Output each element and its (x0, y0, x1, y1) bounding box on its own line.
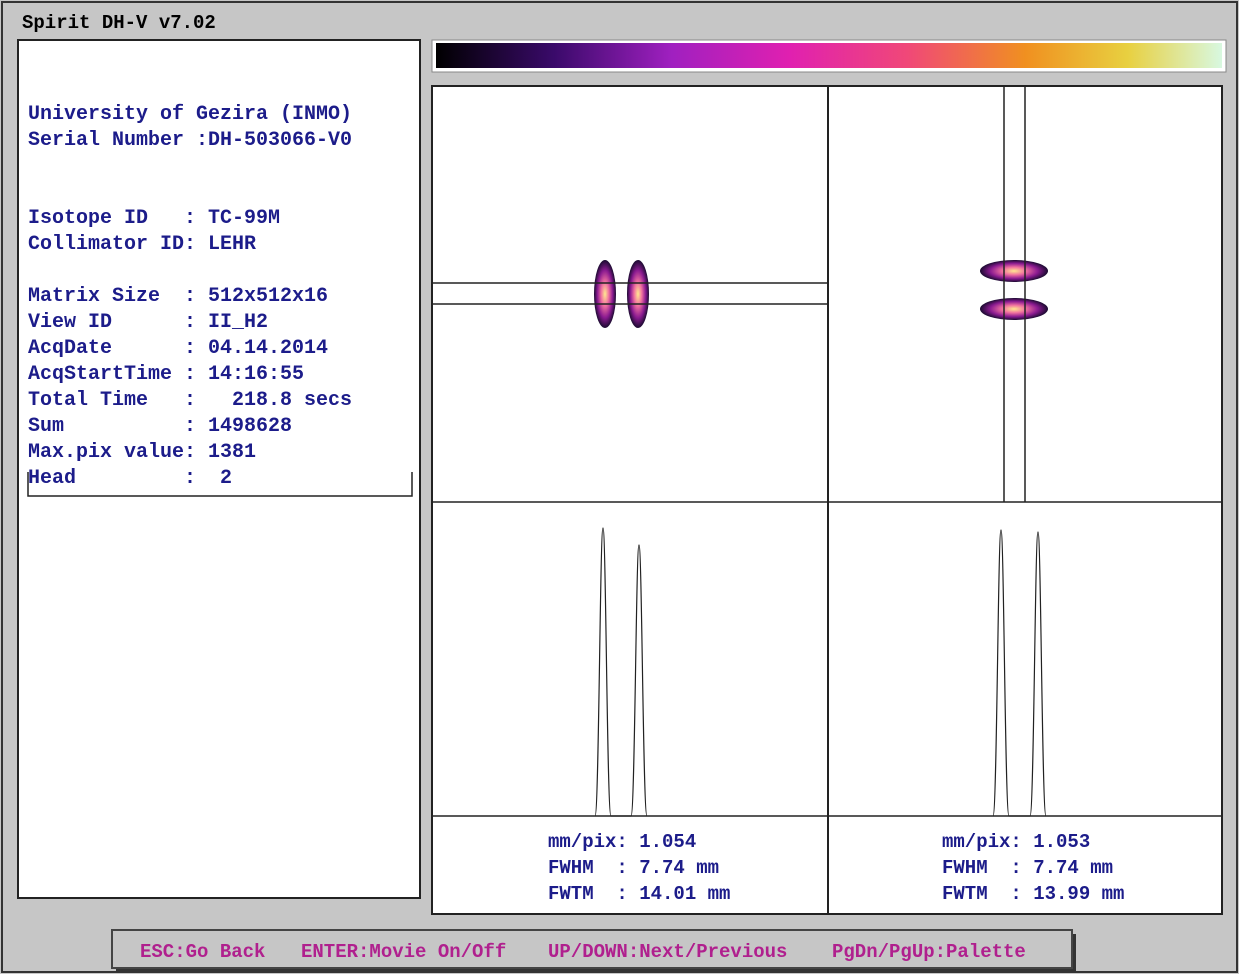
screen: Spirit DH-V v7.02 University of Gezira (… (0, 0, 1239, 974)
measurement: mm/pix: 1.053 (942, 831, 1090, 853)
info-line: University of Gezira (INMO) (28, 103, 352, 126)
info-line: Head : 2 (28, 467, 232, 490)
footer-command: ESC:Go Back (140, 941, 265, 963)
colorbar (436, 43, 1222, 68)
measurement: FWTM : 13.99 mm (942, 883, 1124, 905)
footer-command: ENTER:Movie On/Off (301, 941, 506, 963)
info-line: Collimator ID: LEHR (28, 233, 256, 256)
info-line: AcqDate : 04.14.2014 (28, 337, 328, 360)
info-line: Serial Number :DH-503066-V0 (28, 129, 352, 152)
footer-command: PgDn/PgUp:Palette (832, 941, 1026, 963)
info-line: Sum : 1498628 (28, 415, 292, 438)
measurement: FWTM : 14.01 mm (548, 883, 730, 905)
measurement: FWHM : 7.74 mm (942, 857, 1113, 879)
footer-command: UP/DOWN:Next/Previous (548, 941, 787, 963)
info-line: Isotope ID : TC-99M (28, 207, 280, 230)
measurement: mm/pix: 1.054 (548, 831, 696, 853)
window-title: Spirit DH-V v7.02 (22, 12, 216, 34)
info-line: AcqStartTime : 14:16:55 (28, 363, 304, 386)
info-line: Total Time : 218.8 secs (28, 389, 352, 412)
measurement: FWHM : 7.74 mm (548, 857, 719, 879)
info-line: View ID : II_H2 (28, 311, 268, 334)
info-line: Matrix Size : 512x512x16 (28, 285, 328, 308)
info-line: Max.pix value: 1381 (28, 441, 256, 464)
